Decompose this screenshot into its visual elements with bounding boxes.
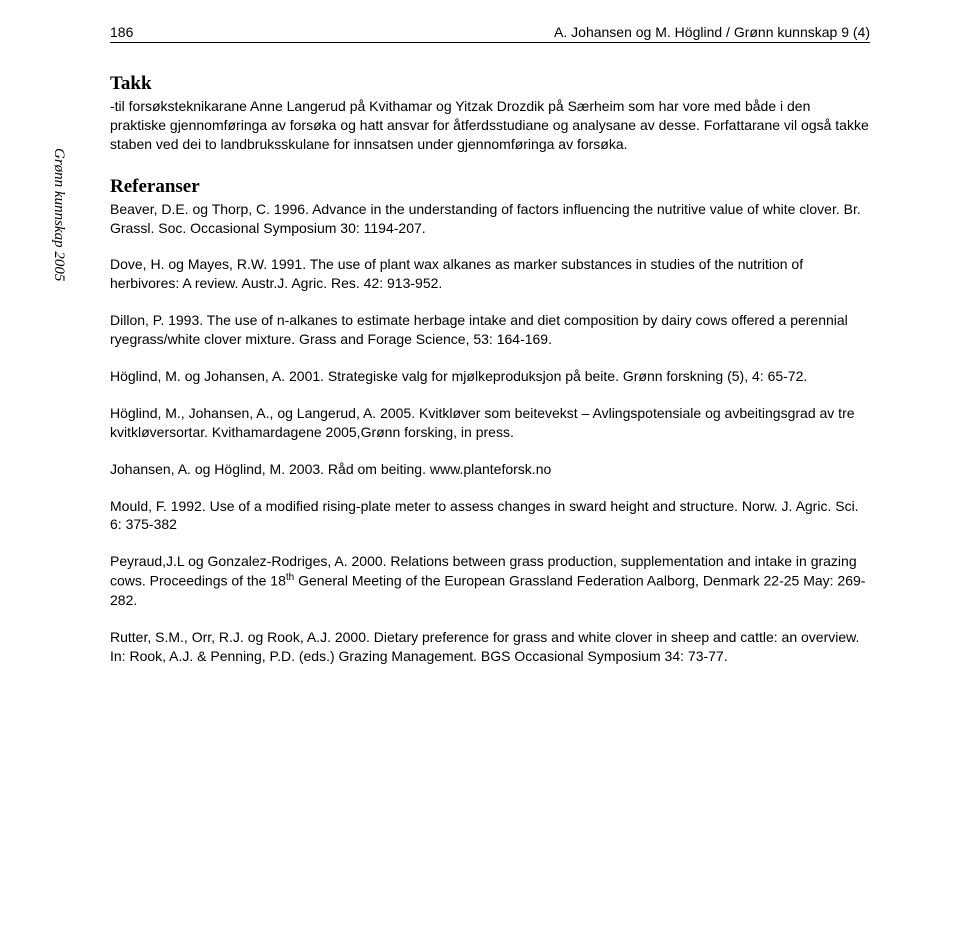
reference-item: Dillon, P. 1993. The use of n-alkanes to… [110, 311, 870, 349]
section-heading-takk: Takk [110, 73, 870, 95]
section-heading-references: Referanser [110, 176, 870, 198]
reference-item: Dove, H. og Mayes, R.W. 1991. The use of… [110, 255, 870, 293]
reference-item: Beaver, D.E. og Thorp, C. 1996. Advance … [110, 200, 870, 238]
sidebar-label: Grønn kunnskap 2005 [50, 148, 67, 281]
reference-item: Höglind, M., Johansen, A., og Langerud, … [110, 404, 870, 442]
reference-item: Mould, F. 1992. Use of a modified rising… [110, 497, 870, 535]
running-header: 186 A. Johansen og M. Höglind / Grønn ku… [110, 24, 870, 43]
page-number: 186 [110, 24, 133, 40]
takk-paragraph: -til forsøksteknikarane Anne Langerud på… [110, 97, 870, 154]
reference-item: Johansen, A. og Höglind, M. 2003. Råd om… [110, 460, 870, 479]
header-title: A. Johansen og M. Höglind / Grønn kunnsk… [554, 24, 870, 40]
reference-item: Rutter, S.M., Orr, R.J. og Rook, A.J. 20… [110, 628, 870, 666]
reference-item: Peyraud,J.L og Gonzalez-Rodriges, A. 200… [110, 552, 870, 609]
reference-item: Höglind, M. og Johansen, A. 2001. Strate… [110, 367, 870, 386]
